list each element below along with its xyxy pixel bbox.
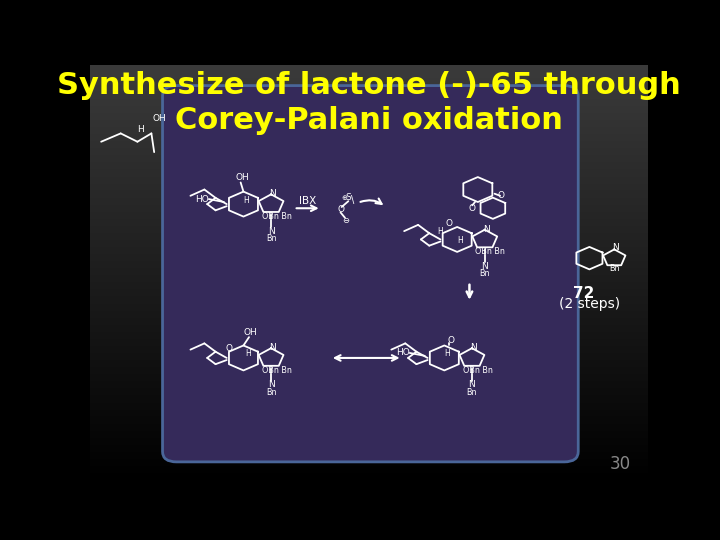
Text: H: H	[457, 236, 463, 245]
Text: OBn Bn: OBn Bn	[475, 247, 505, 256]
Text: H: H	[137, 125, 143, 134]
Text: N: N	[469, 381, 475, 389]
Text: 30: 30	[610, 455, 631, 473]
Text: H: H	[243, 196, 249, 205]
Text: \: \	[351, 195, 354, 205]
Text: Bn: Bn	[266, 388, 276, 396]
Text: 72: 72	[573, 286, 595, 301]
Text: H: H	[438, 227, 444, 235]
Text: N: N	[269, 189, 276, 198]
Text: OH: OH	[235, 173, 249, 183]
Text: N: N	[470, 343, 477, 352]
Text: H: H	[444, 349, 450, 358]
Text: N: N	[483, 225, 490, 233]
Text: Bn: Bn	[266, 234, 276, 242]
Text: OBn Bn: OBn Bn	[462, 366, 492, 375]
Text: N: N	[269, 343, 276, 352]
Text: O: O	[448, 336, 454, 345]
Text: N: N	[613, 243, 619, 252]
Text: OBn Bn: OBn Bn	[261, 366, 292, 375]
Text: N: N	[482, 262, 488, 271]
Text: OH: OH	[244, 328, 258, 336]
Text: Bn: Bn	[480, 269, 490, 278]
Text: HO: HO	[195, 194, 209, 204]
Text: (2 steps): (2 steps)	[559, 297, 620, 311]
Text: H: H	[245, 349, 251, 358]
Text: HO: HO	[396, 348, 410, 357]
Text: OBn Bn: OBn Bn	[261, 212, 292, 221]
Text: Bn: Bn	[609, 264, 619, 273]
Text: N: N	[268, 381, 274, 389]
Text: O: O	[469, 204, 476, 213]
FancyBboxPatch shape	[163, 85, 578, 462]
Text: O: O	[337, 205, 344, 214]
Text: ⊖: ⊖	[342, 216, 349, 225]
Text: Synthesize of lactone (-)-65 through
Corey-Palani oxidation: Synthesize of lactone (-)-65 through Cor…	[57, 71, 681, 135]
Text: N: N	[268, 227, 274, 235]
Text: O: O	[445, 219, 452, 228]
Text: S: S	[346, 193, 351, 202]
Text: O: O	[498, 191, 505, 200]
Text: Bn: Bn	[467, 388, 477, 396]
Text: ⊕: ⊕	[341, 195, 347, 201]
Text: O: O	[226, 345, 233, 353]
Text: OH: OH	[153, 114, 166, 123]
Text: IBX: IBX	[299, 196, 316, 206]
